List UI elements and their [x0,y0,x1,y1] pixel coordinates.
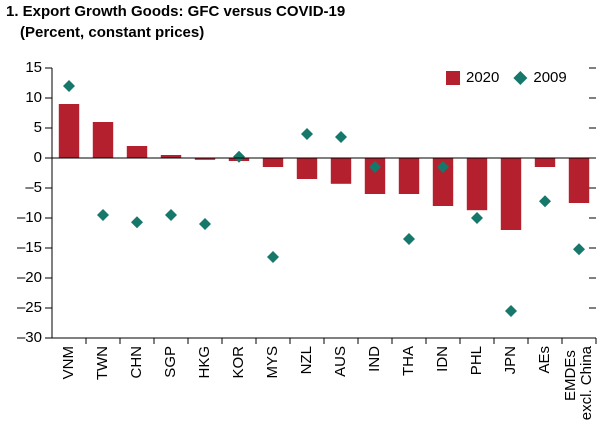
diamond [301,128,313,140]
x-tick-label-line: EMDEs [562,346,579,401]
y-tick-label: 15 [25,59,42,76]
diamond [471,212,483,224]
x-tick-label-line: excl. China [578,345,595,420]
bar [432,158,454,206]
chart-subtitle: (Percent, constant prices) [20,24,204,41]
diamond [403,233,415,245]
bar [262,158,284,167]
bar [466,158,488,211]
x-tick-label: MYS [264,346,281,379]
x-tick-label: VNM [60,346,77,379]
bar [534,158,556,167]
bar [58,104,80,158]
bar [126,146,148,158]
x-tick-label: HKG [196,346,213,379]
y-tick-label: –10 [17,209,42,226]
y-tick-label: 10 [25,89,42,106]
diamond [165,209,177,221]
x-tick-label: SGP [162,346,179,378]
x-tick-label: AUS [332,346,349,377]
diamond [369,161,381,173]
x-tick-label: EMDEs excl. China [562,345,595,420]
diamond [539,195,551,208]
x-tick-label: IDN [434,346,451,372]
x-tick-label: TWN [94,346,111,380]
y-tick-label: –30 [17,329,42,346]
x-tick-label: AEs [536,346,553,374]
x-tick-label: PHL [468,346,485,375]
bar [296,158,318,179]
diamond [97,209,109,221]
bar [194,158,216,160]
bar [398,158,420,194]
bar [330,158,352,184]
y-tick-label: –15 [17,239,42,256]
diamond [267,251,279,263]
legend-swatch [446,71,460,85]
chart-title: 1. Export Growth Goods: GFC versus COVID… [6,3,345,20]
diamond [63,80,75,92]
bar [92,122,114,158]
legend-label: 2020 [466,69,499,86]
diamond [437,161,449,173]
bar [568,158,590,203]
legend-label: 2009 [533,69,566,86]
bar [160,155,182,158]
y-tick-label: –5 [25,179,42,196]
x-tick-label: THA [400,346,417,376]
y-tick-label: 0 [34,149,42,166]
diamond [199,218,211,230]
x-tick-label: IND [366,346,383,372]
x-tick-label: NZL [298,346,315,374]
diamond [335,131,347,143]
diamond [505,305,517,317]
x-tick-label: JPN [502,346,519,374]
bar [500,158,522,230]
y-tick-label: 5 [34,119,42,136]
diamond [131,216,143,229]
x-tick-label: CHN [128,346,145,379]
x-tick-label: KOR [230,346,247,379]
y-tick-label: –20 [17,269,42,286]
diamond [233,150,245,163]
y-tick-label: –25 [17,299,42,316]
legend-swatch [513,71,528,85]
diamond [573,243,585,256]
